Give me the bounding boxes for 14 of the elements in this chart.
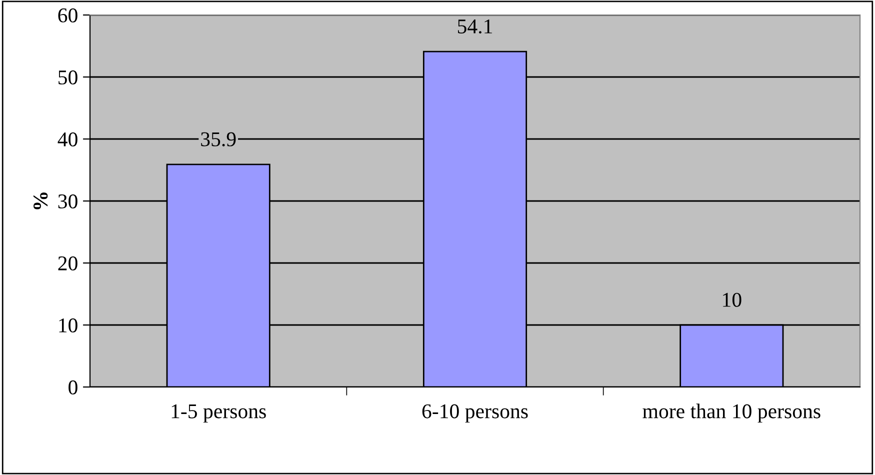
y-axis-title: %: [34, 192, 48, 210]
y-tick-label: 40: [58, 132, 78, 146]
y-tick-label: 30: [58, 194, 78, 208]
data-label: 10: [723, 292, 742, 307]
data-label: 35.9: [201, 132, 236, 146]
x-tick-label: 6-10 persons: [422, 404, 528, 423]
x-tick-label: more than 10 persons: [642, 404, 820, 423]
data-label: 54.1: [458, 20, 492, 34]
x-tick-label: 1-5 persons: [172, 404, 266, 423]
y-tick-label: 50: [58, 70, 78, 84]
y-tick-label: 0: [68, 380, 78, 394]
y-tick-label: 10: [59, 318, 78, 332]
y-tick-label: 60: [58, 8, 78, 22]
y-tick-label: 20: [58, 256, 78, 270]
